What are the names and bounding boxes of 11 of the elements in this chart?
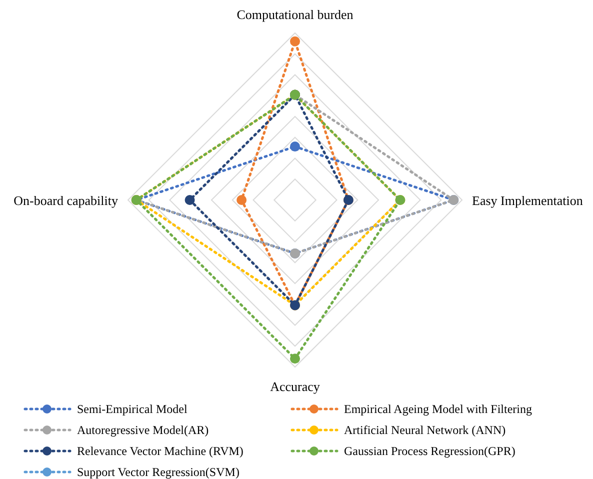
spoke-label: Computational burden (236, 6, 354, 22)
spoke-label: Easy Implementation (472, 193, 584, 208)
legend-label: Semi-Empirical Model (77, 402, 188, 416)
legend-label: Artificial Neural Network (ANN) (344, 423, 506, 437)
legend-label: Gaussian Process Regression(GPR) (344, 444, 516, 458)
legend-label: Relevance Vector Machine (RVM) (77, 444, 244, 458)
legend-label: Autoregressive Model(AR) (77, 423, 209, 437)
spoke-label: Accuracy (270, 379, 320, 394)
legend-label: Support Vector Regression(SVM) (77, 465, 240, 479)
spoke-label: On-board capability (14, 193, 118, 208)
legend-label: Empirical Ageing Model with Filtering (344, 402, 532, 416)
